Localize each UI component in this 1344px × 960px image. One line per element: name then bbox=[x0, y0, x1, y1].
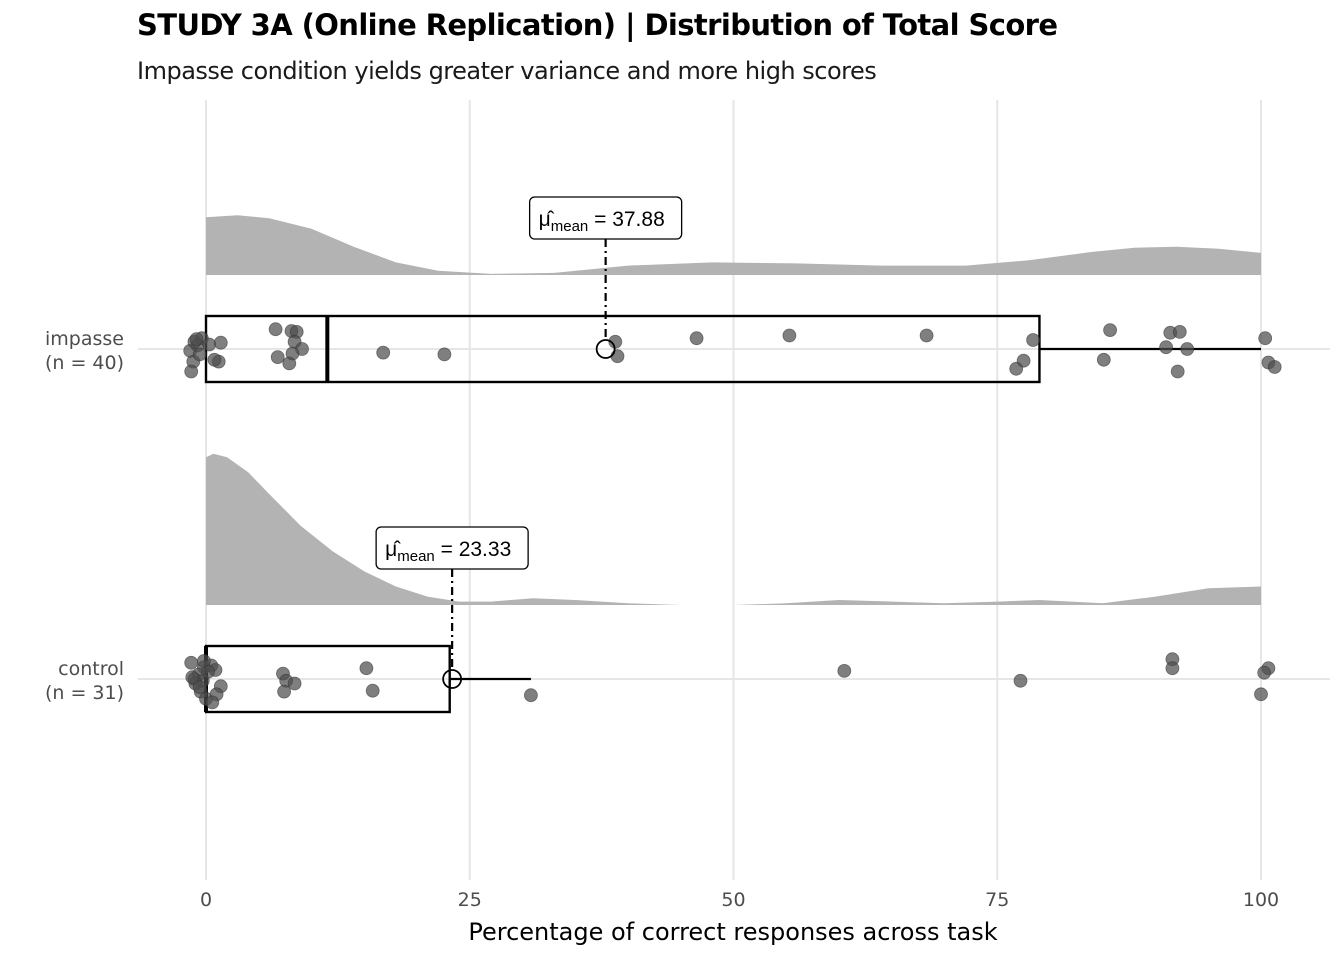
data-point-control bbox=[1165, 661, 1180, 676]
data-point-control bbox=[184, 655, 199, 670]
data-point-impasse bbox=[1170, 364, 1185, 379]
data-point-impasse bbox=[376, 345, 391, 360]
data-point-impasse bbox=[1009, 361, 1024, 376]
x-tick-label: 75 bbox=[985, 889, 1009, 911]
data-point-control bbox=[277, 684, 292, 699]
data-point-impasse bbox=[689, 331, 704, 346]
data-point-control bbox=[192, 680, 207, 694]
data-point-control bbox=[365, 683, 380, 698]
data-point-control bbox=[205, 695, 220, 710]
data-point-impasse bbox=[207, 352, 222, 367]
mean-marker-control bbox=[442, 669, 463, 689]
data-point-impasse bbox=[192, 347, 207, 362]
y-tick-label-n: (n = 31) bbox=[45, 682, 124, 704]
density-impasse bbox=[206, 215, 1261, 275]
data-point-impasse bbox=[919, 328, 934, 343]
chart-subtitle: Impasse condition yields greater varianc… bbox=[137, 57, 877, 85]
y-tick-label-n: (n = 40) bbox=[45, 352, 124, 374]
x-tick-label: 50 bbox=[721, 889, 745, 911]
data-point-impasse bbox=[1096, 352, 1111, 367]
data-point-control bbox=[201, 664, 216, 679]
data-point-impasse bbox=[610, 349, 625, 364]
data-point-impasse bbox=[213, 335, 228, 350]
data-point-impasse bbox=[184, 364, 199, 379]
axis-layer: 0 25 50 75 100 impasse(n = 40) control(n = 31) bbox=[45, 328, 1279, 911]
x-tick-label: 100 bbox=[1243, 889, 1279, 911]
point-layer bbox=[183, 322, 1282, 710]
density-layer bbox=[206, 215, 1261, 605]
mean-marker-impasse bbox=[595, 339, 616, 359]
x-tick-label: 0 bbox=[200, 889, 212, 911]
y-tick-label-group: impasse bbox=[45, 328, 124, 350]
data-point-control bbox=[287, 676, 302, 691]
mean-layer: μ̂mean = 37.88 μ̂mean = 23.33 bbox=[375, 196, 683, 689]
data-point-control bbox=[524, 688, 538, 703]
data-point-impasse bbox=[1267, 360, 1282, 374]
data-point-impasse bbox=[1159, 340, 1173, 355]
data-point-impasse bbox=[285, 346, 300, 361]
data-point-control bbox=[837, 664, 852, 678]
data-point-impasse bbox=[202, 337, 217, 352]
data-point-impasse bbox=[1258, 331, 1273, 346]
mean-label-control: μ̂mean = 23.33 bbox=[385, 538, 511, 565]
x-tick-label: 25 bbox=[458, 889, 482, 911]
grid-layer bbox=[138, 100, 1330, 880]
data-point-impasse bbox=[1172, 324, 1187, 339]
data-point-control bbox=[1254, 687, 1268, 702]
data-point-control bbox=[185, 670, 200, 685]
data-point-control bbox=[1257, 665, 1272, 680]
density-control bbox=[206, 453, 1261, 605]
data-point-impasse bbox=[189, 332, 204, 347]
data-point-impasse bbox=[1026, 333, 1040, 347]
data-point-control bbox=[1013, 673, 1028, 688]
data-point-control bbox=[359, 661, 374, 676]
y-tick-label-group: control bbox=[58, 658, 124, 680]
mean-label-box-control bbox=[375, 526, 529, 570]
data-point-impasse bbox=[270, 350, 285, 365]
data-point-impasse bbox=[1103, 323, 1117, 338]
data-point-impasse bbox=[1180, 342, 1195, 356]
data-point-impasse bbox=[437, 347, 452, 362]
mean-label-box-impasse bbox=[528, 196, 683, 240]
chart-title: STUDY 3A (Online Replication) | Distribu… bbox=[137, 8, 1058, 42]
data-point-impasse bbox=[268, 322, 283, 337]
mean-label-impasse: μ̂mean = 37.88 bbox=[539, 208, 665, 235]
data-point-impasse bbox=[782, 328, 797, 343]
x-axis-title: Percentage of correct responses across t… bbox=[468, 918, 997, 946]
